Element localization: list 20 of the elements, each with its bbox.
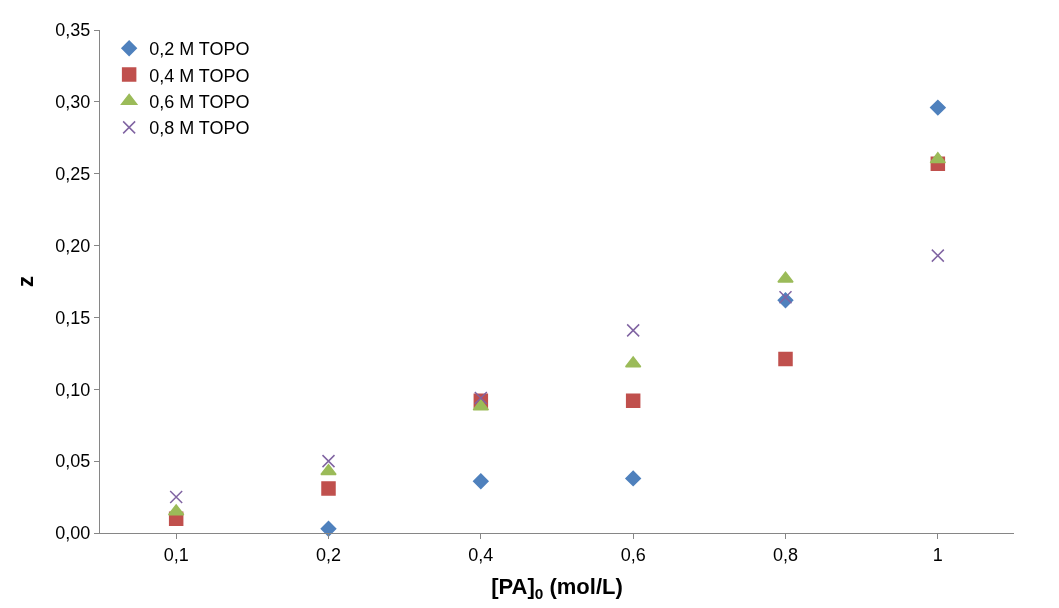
legend-label: 0,4 M TOPO <box>149 65 250 86</box>
x-tick-label: 1 <box>932 544 943 565</box>
y-tick-label: 0,10 <box>55 379 91 400</box>
legend-label: 0,6 M TOPO <box>149 92 250 113</box>
legend-label: 0,2 M TOPO <box>149 39 250 60</box>
x-tick-label: 0,8 <box>772 544 799 565</box>
x-tick-label: 0,4 <box>468 544 494 565</box>
x-tick-label: 0,2 <box>315 544 342 565</box>
y-tick-label: 0,20 <box>55 235 91 256</box>
y-tick-label: 0,15 <box>55 307 91 328</box>
y-tick-label: 0,30 <box>55 92 91 113</box>
x-tick-label: 0,6 <box>620 544 646 565</box>
y-tick-label: 0,35 <box>55 20 91 41</box>
x-tick-label: 0,1 <box>163 544 189 565</box>
y-tick-label: 0,00 <box>55 523 91 544</box>
y-tick-label: 0,25 <box>55 164 91 185</box>
legend-label: 0,8 M TOPO <box>149 118 250 139</box>
x-axis-title: [PA]$_{0}$ (mol/L) <box>491 574 623 603</box>
y-axis-title: z <box>13 276 39 287</box>
y-tick-label: 0,05 <box>55 451 91 472</box>
